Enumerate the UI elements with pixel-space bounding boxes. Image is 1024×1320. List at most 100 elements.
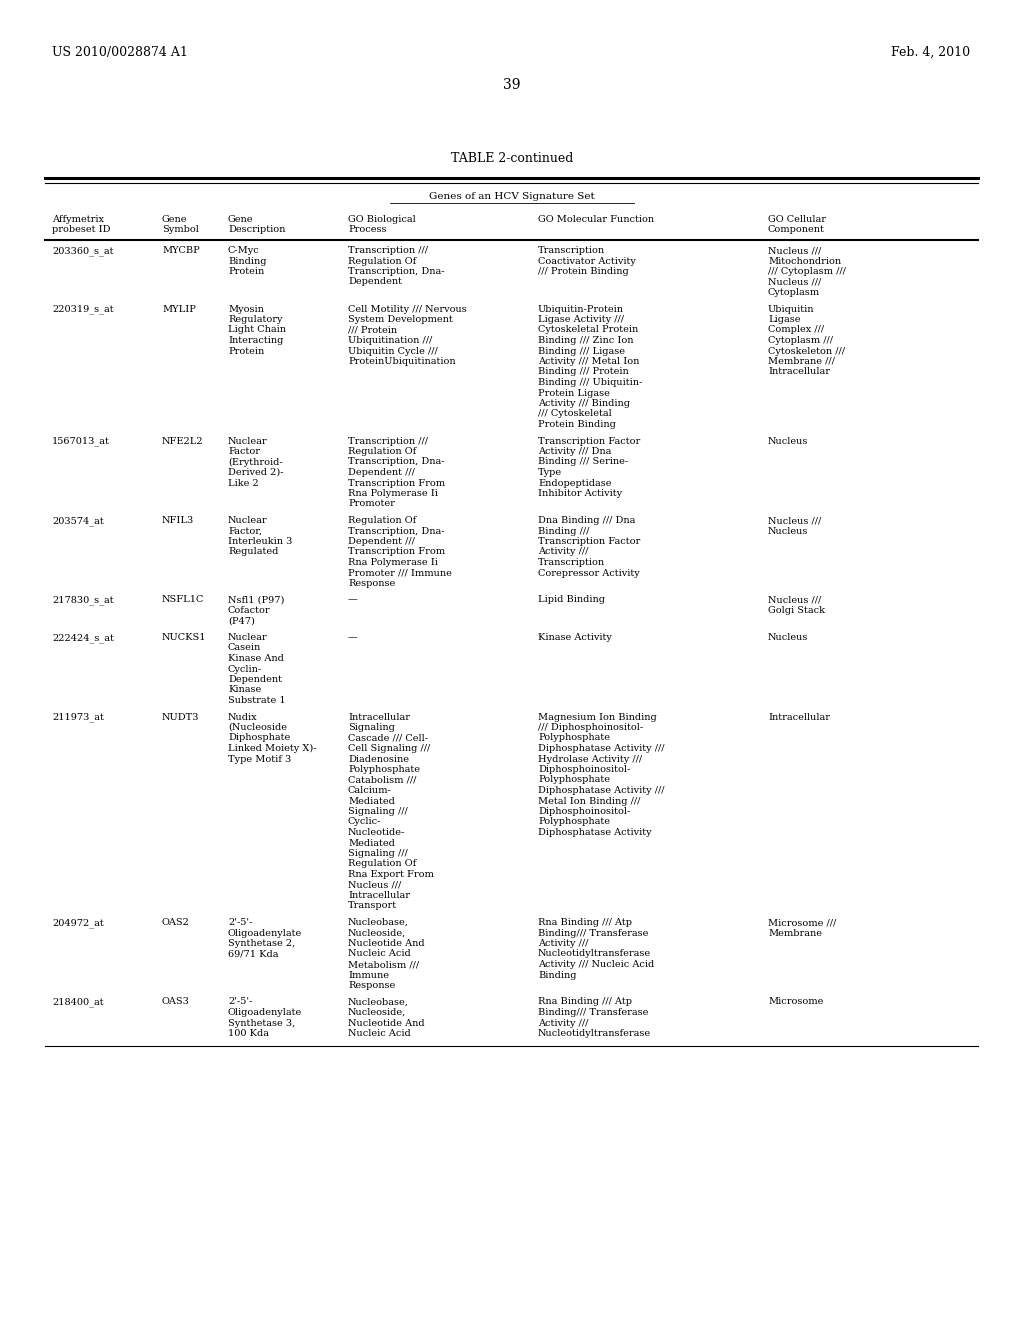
Text: 211973_at: 211973_at xyxy=(52,713,103,722)
Text: Binding /// Ligase: Binding /// Ligase xyxy=(538,346,625,355)
Text: Interacting: Interacting xyxy=(228,337,284,345)
Text: Regulation Of: Regulation Of xyxy=(348,859,416,869)
Text: Nucleic Acid: Nucleic Acid xyxy=(348,1030,411,1038)
Text: Substrate 1: Substrate 1 xyxy=(228,696,286,705)
Text: Diphosphoinositol-: Diphosphoinositol- xyxy=(538,766,630,774)
Text: Activity /// Binding: Activity /// Binding xyxy=(538,399,630,408)
Text: Nucleus ///: Nucleus /// xyxy=(768,277,821,286)
Text: Feb. 4, 2010: Feb. 4, 2010 xyxy=(891,46,970,59)
Text: NUCKS1: NUCKS1 xyxy=(162,634,207,642)
Text: Binding /// Protein: Binding /// Protein xyxy=(538,367,629,376)
Text: 2'-5'-: 2'-5'- xyxy=(228,917,252,927)
Text: Transport: Transport xyxy=(348,902,397,911)
Text: Transcription: Transcription xyxy=(538,246,605,255)
Text: Endopeptidase: Endopeptidase xyxy=(538,479,611,487)
Text: Activity ///: Activity /// xyxy=(538,939,589,948)
Text: Protein: Protein xyxy=(228,346,264,355)
Text: Dependent: Dependent xyxy=(228,675,282,684)
Text: Diphosphatase Activity ///: Diphosphatase Activity /// xyxy=(538,744,665,752)
Text: Activity /// Metal Ion: Activity /// Metal Ion xyxy=(538,356,639,366)
Text: Nsfl1 (P97): Nsfl1 (P97) xyxy=(228,595,285,605)
Text: Membrane ///: Membrane /// xyxy=(768,356,835,366)
Text: Signaling ///: Signaling /// xyxy=(348,807,408,816)
Text: Intracellular: Intracellular xyxy=(768,713,830,722)
Text: Gene: Gene xyxy=(228,215,254,224)
Text: Dna Binding /// Dna: Dna Binding /// Dna xyxy=(538,516,635,525)
Text: Intracellular: Intracellular xyxy=(348,891,410,900)
Text: Metal Ion Binding ///: Metal Ion Binding /// xyxy=(538,796,640,805)
Text: Nucleotide And: Nucleotide And xyxy=(348,939,425,948)
Text: Cyclin-: Cyclin- xyxy=(228,664,262,673)
Text: Ligase: Ligase xyxy=(768,315,801,323)
Text: Metabolism ///: Metabolism /// xyxy=(348,960,419,969)
Text: Cofactor: Cofactor xyxy=(228,606,270,615)
Text: Transcription, Dna-: Transcription, Dna- xyxy=(348,458,444,466)
Text: Inhibitor Activity: Inhibitor Activity xyxy=(538,488,623,498)
Text: Corepressor Activity: Corepressor Activity xyxy=(538,569,640,578)
Text: Hydrolase Activity ///: Hydrolase Activity /// xyxy=(538,755,642,763)
Text: Binding /// Zinc Ion: Binding /// Zinc Ion xyxy=(538,337,634,345)
Text: Protein Ligase: Protein Ligase xyxy=(538,388,610,397)
Text: Regulation Of: Regulation Of xyxy=(348,516,416,525)
Text: Cascade /// Cell-: Cascade /// Cell- xyxy=(348,734,428,742)
Text: Genes of an HCV Signature Set: Genes of an HCV Signature Set xyxy=(429,191,595,201)
Text: Signaling ///: Signaling /// xyxy=(348,849,408,858)
Text: 203360_s_at: 203360_s_at xyxy=(52,246,114,256)
Text: 218400_at: 218400_at xyxy=(52,998,103,1007)
Text: Cytoplasm ///: Cytoplasm /// xyxy=(768,337,833,345)
Text: Nucleus: Nucleus xyxy=(768,634,808,642)
Text: Synthetase 3,: Synthetase 3, xyxy=(228,1019,295,1027)
Text: Mediated: Mediated xyxy=(348,796,395,805)
Text: Cytoskeletal Protein: Cytoskeletal Protein xyxy=(538,326,638,334)
Text: Regulated: Regulated xyxy=(228,548,279,557)
Text: Cytoplasm: Cytoplasm xyxy=(768,288,820,297)
Text: Diphosphatase Activity ///: Diphosphatase Activity /// xyxy=(538,785,665,795)
Text: Nucleoside,: Nucleoside, xyxy=(348,1008,407,1016)
Text: Ubiquitin Cycle ///: Ubiquitin Cycle /// xyxy=(348,346,437,355)
Text: Immune: Immune xyxy=(348,970,389,979)
Text: Transcription Factor: Transcription Factor xyxy=(538,437,640,446)
Text: Nucleus: Nucleus xyxy=(768,437,808,446)
Text: Light Chain: Light Chain xyxy=(228,326,286,334)
Text: Type: Type xyxy=(538,469,562,477)
Text: Casein: Casein xyxy=(228,644,261,652)
Text: (P47): (P47) xyxy=(228,616,255,626)
Text: Nucleobase,: Nucleobase, xyxy=(348,917,409,927)
Text: GO Molecular Function: GO Molecular Function xyxy=(538,215,654,224)
Text: Activity /// Nucleic Acid: Activity /// Nucleic Acid xyxy=(538,960,654,969)
Text: Intracellular: Intracellular xyxy=(768,367,830,376)
Text: Golgi Stack: Golgi Stack xyxy=(768,606,825,615)
Text: Kinase And: Kinase And xyxy=(228,653,284,663)
Text: Activity /// Dna: Activity /// Dna xyxy=(538,447,611,455)
Text: Diadenosine: Diadenosine xyxy=(348,755,409,763)
Text: TABLE 2-continued: TABLE 2-continued xyxy=(451,152,573,165)
Text: Nucleus ///: Nucleus /// xyxy=(348,880,401,890)
Text: /// Diphosphoinositol-: /// Diphosphoinositol- xyxy=(538,723,643,733)
Text: Coactivator Activity: Coactivator Activity xyxy=(538,256,636,265)
Text: Description: Description xyxy=(228,226,286,235)
Text: Component: Component xyxy=(768,226,825,235)
Text: Oligoadenylate: Oligoadenylate xyxy=(228,928,302,937)
Text: Nucleus ///: Nucleus /// xyxy=(768,246,821,255)
Text: Microsome: Microsome xyxy=(768,998,823,1006)
Text: Diphosphate: Diphosphate xyxy=(228,734,290,742)
Text: Dependent ///: Dependent /// xyxy=(348,537,415,546)
Text: Regulatory: Regulatory xyxy=(228,315,283,323)
Text: Transcription, Dna-: Transcription, Dna- xyxy=(348,267,444,276)
Text: Nucleus ///: Nucleus /// xyxy=(768,516,821,525)
Text: Microsome ///: Microsome /// xyxy=(768,917,837,927)
Text: (Nucleoside: (Nucleoside xyxy=(228,723,287,733)
Text: Ubiquitination ///: Ubiquitination /// xyxy=(348,337,432,345)
Text: 203574_at: 203574_at xyxy=(52,516,103,525)
Text: 204972_at: 204972_at xyxy=(52,917,103,928)
Text: 39: 39 xyxy=(503,78,521,92)
Text: Linked Moiety X)-: Linked Moiety X)- xyxy=(228,744,316,754)
Text: Nuclear: Nuclear xyxy=(228,516,267,525)
Text: Regulation Of: Regulation Of xyxy=(348,447,416,455)
Text: Nucleotide-: Nucleotide- xyxy=(348,828,406,837)
Text: Synthetase 2,: Synthetase 2, xyxy=(228,939,295,948)
Text: Transcription From: Transcription From xyxy=(348,548,445,557)
Text: OAS2: OAS2 xyxy=(162,917,189,927)
Text: Mitochondrion: Mitochondrion xyxy=(768,256,841,265)
Text: Nucleus: Nucleus xyxy=(768,527,808,536)
